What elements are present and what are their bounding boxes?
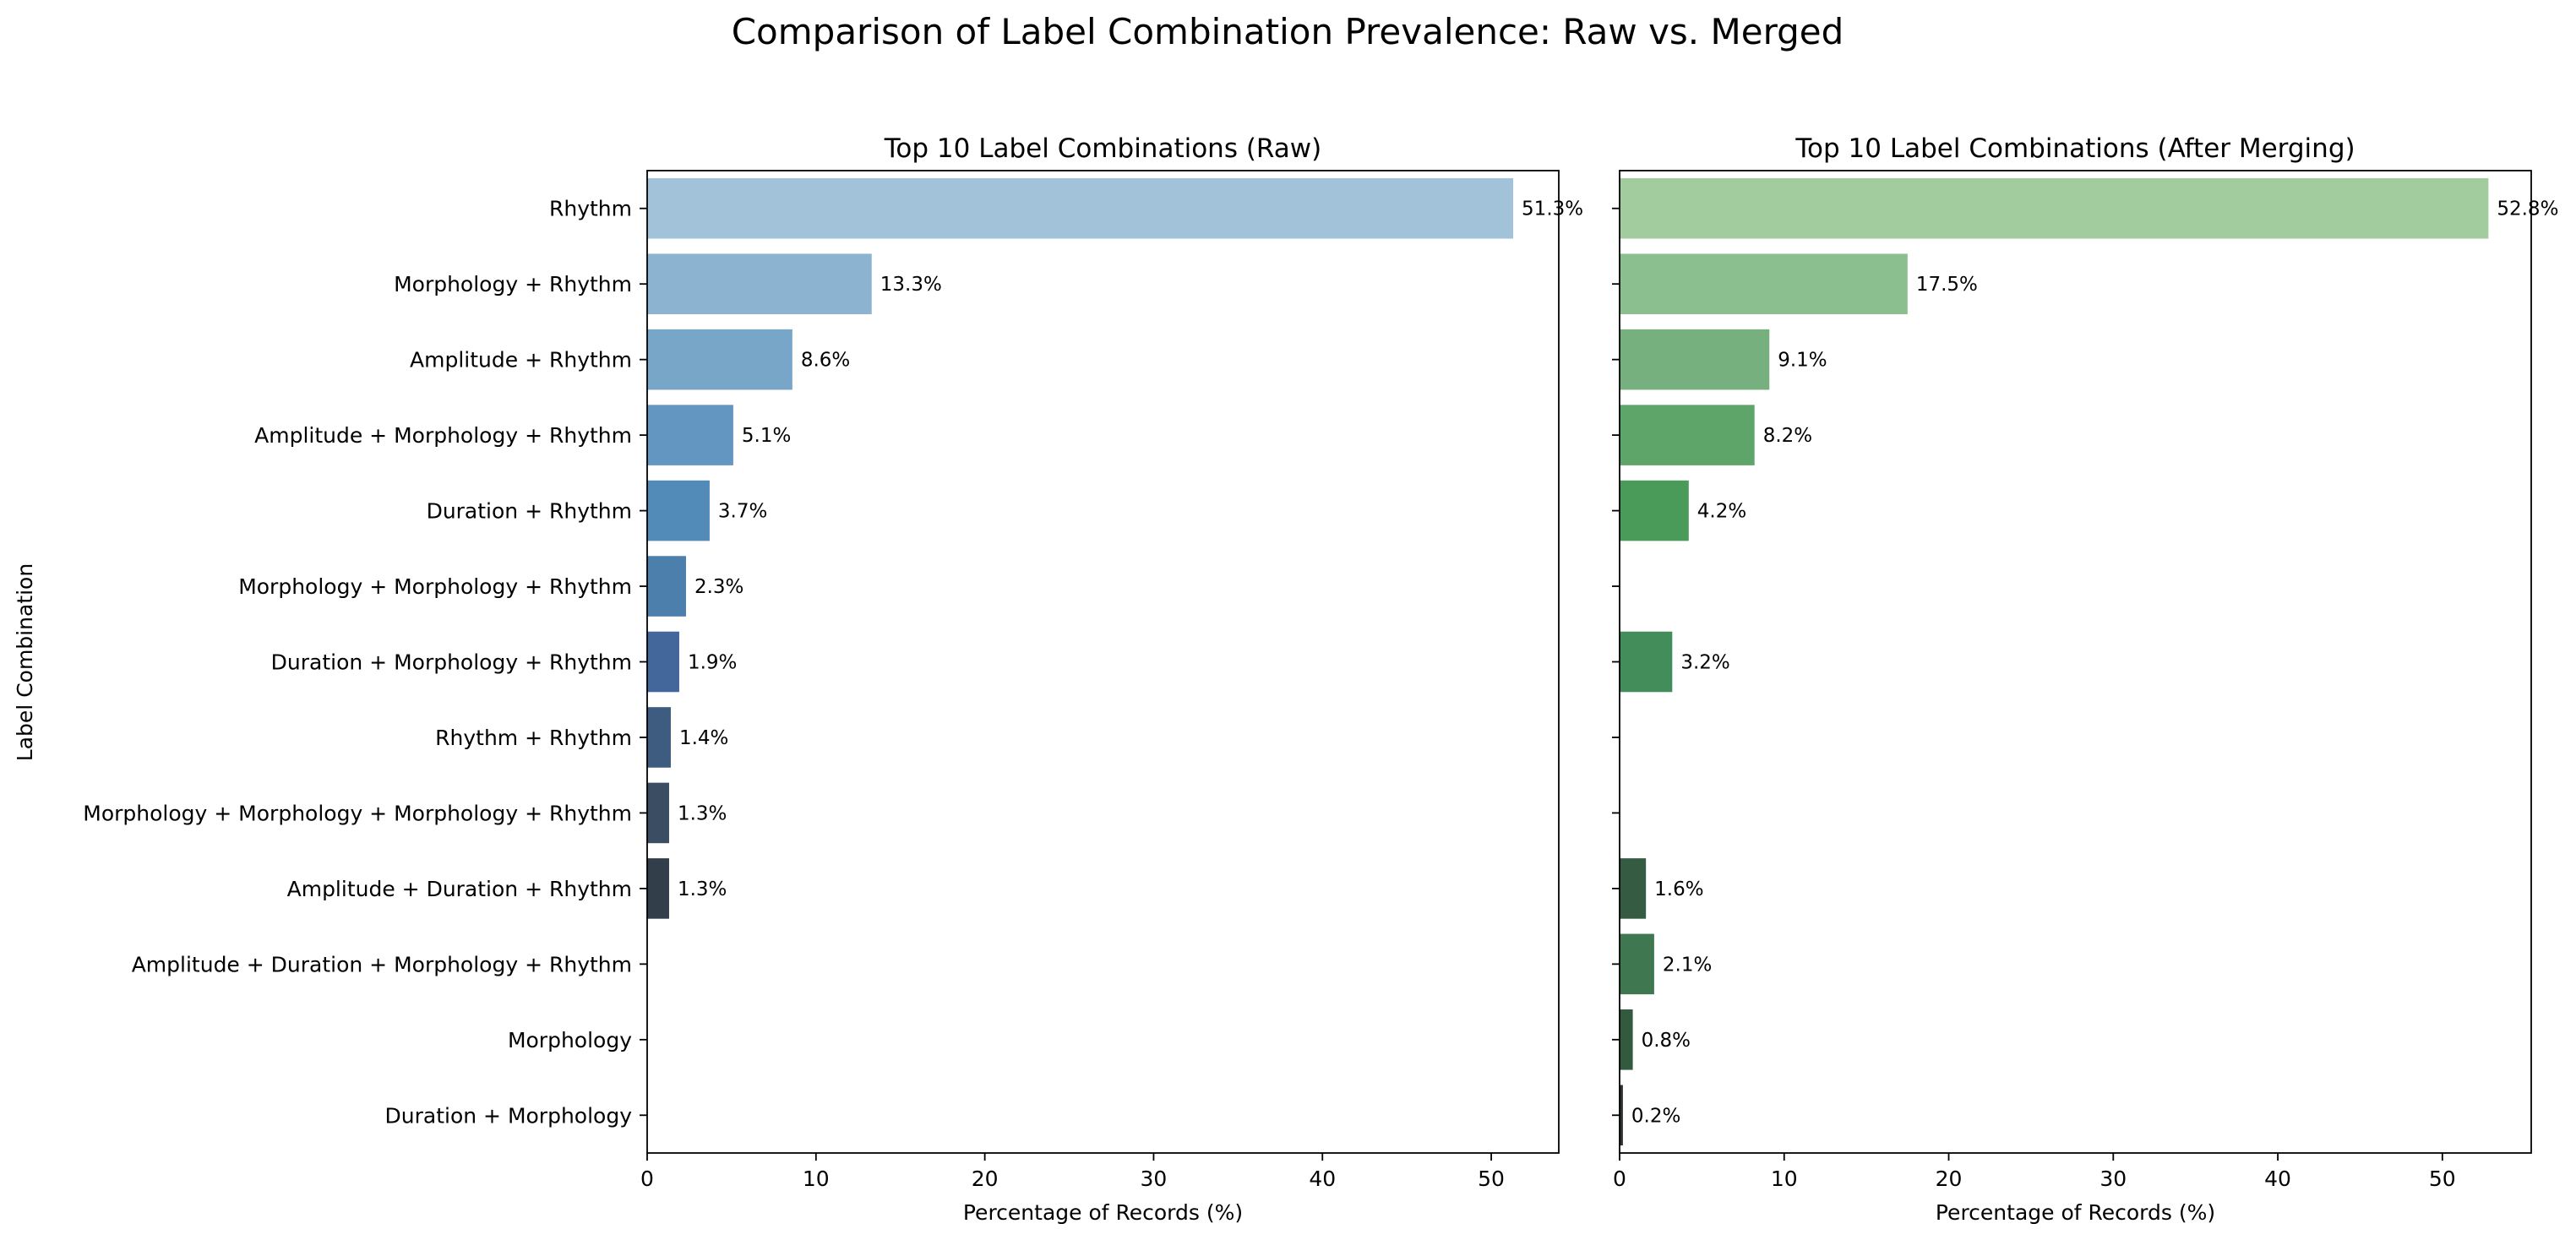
bar-raw-7 — [647, 707, 671, 768]
panel-merged-title: Top 10 Label Combinations (After Merging… — [1794, 133, 2355, 164]
x-tick-label-raw-2: 20 — [972, 1167, 999, 1191]
data-label-merged-0: 52.8% — [2497, 199, 2558, 220]
bar-raw-6 — [647, 631, 679, 693]
bar-merged-4 — [1620, 480, 1689, 541]
category-label: Amplitude + Duration + Rhythm — [287, 877, 632, 901]
x-tick-label-merged-5: 50 — [2429, 1167, 2456, 1191]
data-label-raw-5: 2.3% — [694, 576, 743, 598]
figure-suptitle: Comparison of Label Combination Prevalen… — [732, 11, 1844, 52]
bar-merged-1 — [1620, 253, 1908, 314]
category-label: Amplitude + Rhythm — [410, 348, 632, 373]
data-label-raw-9: 1.3% — [678, 878, 727, 900]
category-label: Duration + Rhythm — [427, 499, 632, 524]
bar-merged-3 — [1620, 405, 1755, 465]
category-label: Morphology + Rhythm — [394, 272, 632, 296]
data-label-raw-4: 3.7% — [718, 501, 767, 523]
x-tick-label-merged-3: 30 — [2099, 1167, 2127, 1191]
category-label: Duration + Morphology + Rhythm — [271, 650, 632, 675]
panel-raw-y-axis-label: Label Combination — [13, 563, 37, 761]
data-label-raw-1: 13.3% — [880, 274, 942, 296]
bar-raw-1 — [647, 253, 872, 314]
panel-merged: Top 10 Label Combinations (After Merging… — [1612, 133, 2558, 1225]
panel-raw-category-labels: Rhythm Morphology + Rhythm Amplitude + Rhy… — [83, 197, 647, 1128]
bar-raw-8 — [647, 782, 669, 844]
bar-merged-0 — [1620, 177, 2489, 239]
data-label-merged-6: 3.2% — [1680, 652, 1729, 674]
panel-raw-plot-area — [647, 171, 1559, 1153]
x-tick-label-merged-0: 0 — [1613, 1167, 1626, 1191]
bar-raw-2 — [647, 329, 792, 390]
panel-merged-x-axis-label: Percentage of Records (%) — [1936, 1200, 2215, 1225]
category-label: Morphology — [508, 1028, 632, 1052]
data-label-raw-8: 1.3% — [678, 802, 727, 824]
x-tick-label-merged-1: 10 — [1771, 1167, 1798, 1191]
bar-merged-12 — [1620, 1085, 1623, 1146]
panel-raw-bars: 51.3% 13.3% 8.6% 5.1% 3.7% 2.3% 1.9% 1.4% 1.3% 1.… — [647, 177, 1583, 919]
x-tick-label-raw-5: 50 — [1478, 1167, 1505, 1191]
data-label-merged-9: 1.6% — [1654, 878, 1703, 900]
panel-raw-title: Top 10 Label Combinations (Raw) — [884, 133, 1321, 164]
x-tick-label-raw-4: 40 — [1309, 1167, 1336, 1191]
panel-merged-x-ticks: 0 10 20 30 40 50 — [1613, 1153, 2456, 1191]
x-tick-label-merged-4: 40 — [2264, 1167, 2291, 1191]
bar-raw-3 — [647, 405, 733, 465]
x-tick-label-raw-3: 30 — [1141, 1167, 1168, 1191]
category-label: Rhythm + Rhythm — [435, 726, 632, 750]
bar-merged-11 — [1620, 1009, 1633, 1070]
panel-merged-bars: 52.8% 17.5% 9.1% 8.2% 4.2% 3.2% 1.6% 2.1% 0.8% 0.… — [1620, 177, 2558, 1146]
bar-raw-9 — [647, 858, 669, 919]
category-label: Amplitude + Duration + Morphology + Rhyt… — [132, 952, 632, 976]
data-label-merged-1: 17.5% — [1916, 274, 1978, 296]
category-label: Morphology + Morphology + Morphology + R… — [83, 801, 632, 825]
panel-raw-x-axis-label: Percentage of Records (%) — [963, 1200, 1243, 1225]
data-label-merged-11: 0.8% — [1642, 1030, 1691, 1052]
bar-raw-5 — [647, 556, 686, 617]
bar-raw-4 — [647, 480, 710, 541]
category-label: Morphology + Morphology + Rhythm — [238, 574, 632, 599]
category-label: Duration + Morphology — [385, 1103, 633, 1128]
x-tick-label-merged-2: 20 — [1936, 1167, 1963, 1191]
panel-merged-plot-area — [1620, 171, 2531, 1153]
panel-merged-y-ticks — [1612, 207, 1620, 1117]
data-label-raw-0: 51.3% — [1522, 199, 1583, 220]
data-label-merged-3: 8.2% — [1763, 425, 1812, 447]
bar-merged-10 — [1620, 933, 1654, 995]
bar-merged-6 — [1620, 631, 1673, 693]
bar-raw-0 — [647, 177, 1514, 239]
x-tick-label-raw-1: 10 — [803, 1167, 830, 1191]
category-label: Amplitude + Morphology + Rhythm — [254, 423, 632, 448]
panel-raw: Top 10 Label Combinations (Raw) 51.3% 13.… — [13, 133, 1583, 1225]
x-tick-label-raw-0: 0 — [640, 1167, 654, 1191]
data-label-merged-2: 9.1% — [1778, 350, 1827, 372]
data-label-merged-4: 4.2% — [1697, 501, 1746, 523]
data-label-raw-2: 8.6% — [801, 350, 850, 372]
bar-merged-2 — [1620, 329, 1770, 390]
bar-merged-9 — [1620, 858, 1647, 919]
panel-merged-frame — [1619, 170, 2532, 1154]
panel-raw-x-ticks: 0 10 20 30 40 50 — [640, 1153, 1505, 1191]
data-label-merged-12: 0.2% — [1631, 1105, 1680, 1127]
data-label-raw-7: 1.4% — [679, 727, 728, 749]
panel-raw-frame — [646, 170, 1560, 1154]
category-label: Rhythm — [549, 197, 632, 221]
data-label-raw-3: 5.1% — [742, 425, 791, 447]
data-label-merged-10: 2.1% — [1663, 954, 1712, 976]
data-label-raw-6: 1.9% — [688, 652, 737, 674]
